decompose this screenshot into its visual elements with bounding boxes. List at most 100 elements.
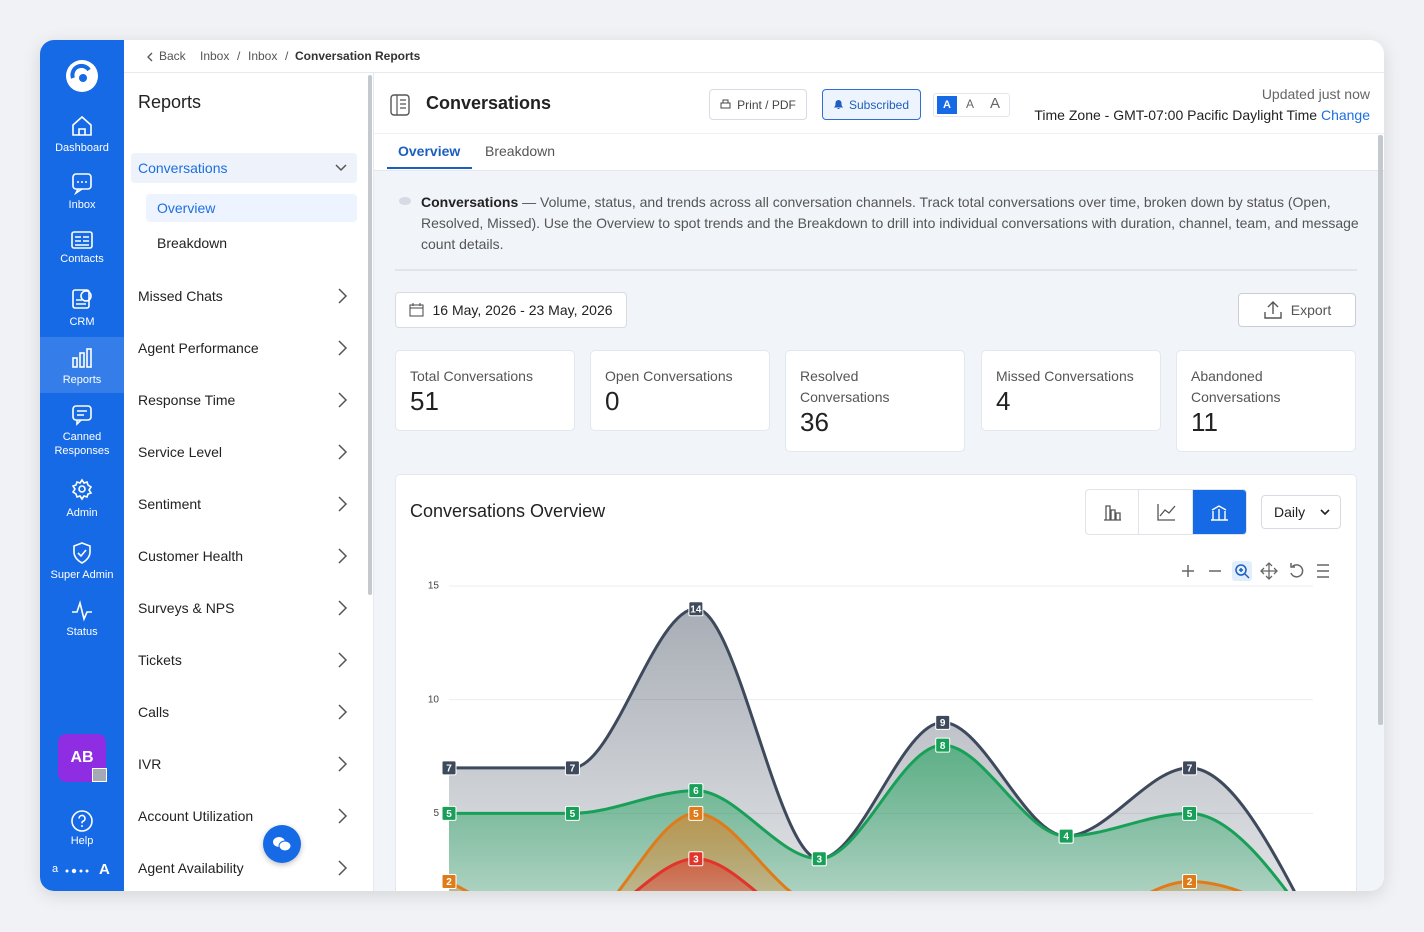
nav-label[interactable]: CRM xyxy=(69,316,95,328)
nav-icon xyxy=(72,173,92,195)
font-size[interactable]: A xyxy=(937,96,957,114)
sidebar-title: Reports xyxy=(138,92,202,112)
font-size[interactable]: A xyxy=(966,97,975,111)
reset[interactable] xyxy=(1290,563,1304,578)
data-label-bg xyxy=(564,805,580,821)
nav-label[interactable]: Status xyxy=(66,626,98,638)
export-icon xyxy=(1264,301,1282,319)
chevron-right xyxy=(338,756,348,772)
chevron-right xyxy=(338,548,348,564)
tab[interactable]: Breakdown xyxy=(485,143,556,159)
data-label-bg xyxy=(935,737,951,753)
data-label-bg xyxy=(688,805,704,821)
data-label: 7 xyxy=(570,764,576,775)
sub-item[interactable]: Overview xyxy=(157,200,216,216)
chevron-right xyxy=(338,704,348,720)
crumb[interactable]: Inbox xyxy=(200,49,230,63)
nav-label[interactable]: Admin xyxy=(66,507,98,519)
data-label: 4 xyxy=(1063,832,1069,843)
tab-active[interactable]: Overview xyxy=(398,143,461,159)
export-label: Export xyxy=(1290,302,1332,318)
chevron-right xyxy=(338,652,348,668)
data-label-bg xyxy=(441,874,457,890)
data-label-bg xyxy=(1182,874,1198,890)
zoom-select[interactable] xyxy=(1235,564,1247,576)
crumb-current: Conversation Reports xyxy=(295,49,421,63)
stat-label: Total Conversations xyxy=(410,368,533,384)
data-label-bg xyxy=(564,760,580,776)
font-small[interactable]: a xyxy=(52,863,59,875)
scrollbar xyxy=(1378,135,1383,725)
crumb-sep: / xyxy=(237,49,241,63)
sidebar-item[interactable]: Agent Performance xyxy=(138,340,259,356)
nav-label[interactable]: Canned Responses xyxy=(54,431,110,457)
sub-item[interactable]: Breakdown xyxy=(157,235,228,251)
pan[interactable] xyxy=(1260,562,1278,580)
sub-active-bg[interactable] xyxy=(146,194,357,222)
avatar[interactable]: AB xyxy=(58,734,106,782)
bell-icon xyxy=(833,100,843,109)
sidebar-item[interactable]: Account Utilization xyxy=(138,808,254,824)
back-link[interactable]: Back xyxy=(159,49,186,63)
font-large[interactable]: A xyxy=(99,861,110,878)
crumb[interactable]: Inbox xyxy=(248,49,278,63)
area-type[interactable] xyxy=(1192,490,1246,534)
data-label: 2 xyxy=(1187,877,1193,888)
tab-underline xyxy=(387,167,472,169)
nav-label[interactable]: Contacts xyxy=(60,253,104,265)
data-label: 5 xyxy=(446,809,452,820)
date-picker[interactable]: 16 May, 2026 - 23 May, 2026 xyxy=(395,292,627,328)
data-label-bg xyxy=(688,851,704,867)
bar-type[interactable] xyxy=(1086,490,1140,534)
help-label[interactable]: Help xyxy=(70,835,94,847)
nav-active xyxy=(40,337,124,393)
menu[interactable] xyxy=(1317,564,1329,578)
nav-icon xyxy=(72,289,92,309)
stat-label: Missed Conversations xyxy=(996,368,1134,384)
nav-label[interactable]: Reports xyxy=(62,374,102,386)
data-label-bg xyxy=(1182,760,1198,776)
open-item-bg[interactable] xyxy=(131,153,357,183)
breadcrumb: Back Inbox / Inbox / Conversation Report… xyxy=(124,40,1384,73)
nav-label[interactable]: Inbox xyxy=(68,199,96,211)
interval-label: Daily xyxy=(1274,504,1306,520)
line-icon xyxy=(1156,504,1176,521)
stat-card xyxy=(981,350,1161,431)
nav-label[interactable]: Dashboard xyxy=(55,142,109,154)
tab-bar xyxy=(374,133,1384,171)
interval-select[interactable]: Daily xyxy=(1261,495,1341,529)
stat-value: 11 xyxy=(1191,407,1218,437)
sidebar-item[interactable]: Surveys & NPS xyxy=(138,600,235,616)
chat-button[interactable] xyxy=(263,825,301,863)
sidebar-item[interactable]: Response Time xyxy=(138,392,236,408)
stat-card xyxy=(785,350,965,452)
sidebar-item[interactable]: Customer Health xyxy=(138,548,244,564)
stat-label: Abandoned Conversations xyxy=(1191,368,1281,405)
sidebar-item[interactable]: Missed Chats xyxy=(138,288,223,304)
sidebar-item[interactable]: Service Level xyxy=(138,444,223,460)
font-slider[interactable] xyxy=(65,867,93,875)
line-type[interactable] xyxy=(1139,490,1193,534)
subscribe-button[interactable]: Subscribed xyxy=(822,89,921,120)
sidebar-open-item[interactable]: Conversations xyxy=(138,160,228,176)
sidebar-item[interactable]: Agent Availability xyxy=(138,860,244,876)
sidebar xyxy=(124,73,374,891)
sidebar-item[interactable]: Calls xyxy=(138,704,170,720)
print-button[interactable]: Print / PDF xyxy=(709,89,807,120)
sidebar-item[interactable]: Tickets xyxy=(138,652,182,668)
chart-type-group xyxy=(1085,489,1247,535)
avatar-badge xyxy=(92,768,107,782)
area-icon xyxy=(1211,505,1229,521)
export-button[interactable]: Export xyxy=(1238,293,1356,327)
change-link[interactable]: Change xyxy=(1320,107,1370,123)
subscribe-label: Subscribed xyxy=(848,97,910,112)
data-label: 2 xyxy=(446,877,452,888)
sidebar-item[interactable]: IVR xyxy=(138,756,162,772)
nav-label[interactable]: Super Admin xyxy=(50,569,114,581)
data-label-bg xyxy=(688,601,704,617)
font-size[interactable]: A xyxy=(990,95,1001,112)
chevron-right xyxy=(338,496,348,512)
print-icon xyxy=(720,99,731,109)
zoom-in[interactable] xyxy=(1182,565,1194,577)
sidebar-item[interactable]: Sentiment xyxy=(138,496,202,512)
